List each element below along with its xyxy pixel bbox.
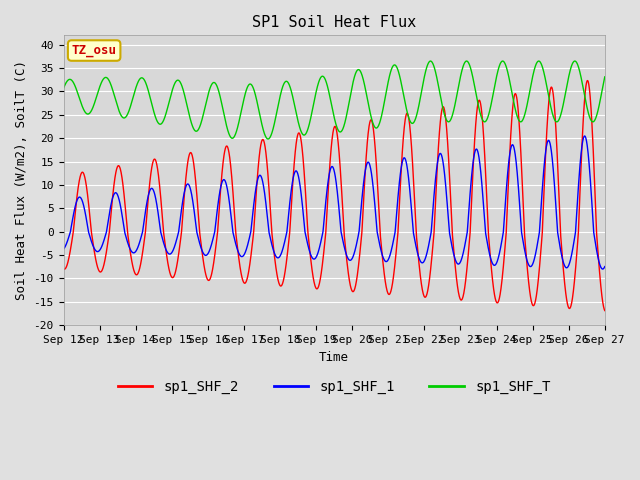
sp1_SHF_T [601,74,609,80]
sp1_SHF_T [60,85,67,91]
sp1_SHF_1 [268,239,275,244]
sp1_SHF_1 [591,233,598,239]
sp1_SHF_T [154,119,161,124]
sp1_SHF_2 [122,204,129,210]
sp1_SHF_2 [268,218,275,224]
sp1_SHF_1 [154,205,161,211]
sp1_SHF_1 [580,133,588,139]
sp1_SHF_2 [601,308,609,313]
sp1_SHF_2 [60,266,67,272]
Title: SP1 Soil Heat Flux: SP1 Soil Heat Flux [252,15,416,30]
sp1_SHF_T [264,136,272,142]
sp1_SHF_1 [532,250,540,255]
sp1_SHF_2 [154,165,161,170]
sp1_SHF_T [591,118,598,123]
Line: sp1_SHF_2: sp1_SHF_2 [63,81,605,311]
sp1_SHF_1 [60,246,67,252]
Line: sp1_SHF_1: sp1_SHF_1 [63,136,605,269]
sp1_SHF_2 [591,172,598,178]
Legend: sp1_SHF_2, sp1_SHF_1, sp1_SHF_T: sp1_SHF_2, sp1_SHF_1, sp1_SHF_T [112,374,556,399]
sp1_SHF_T [291,103,298,109]
Line: sp1_SHF_T: sp1_SHF_T [63,61,605,139]
sp1_SHF_T [532,61,540,67]
sp1_SHF_T [571,58,579,64]
X-axis label: Time: Time [319,350,349,363]
sp1_SHF_T [268,132,275,138]
sp1_SHF_T [122,115,129,120]
Text: TZ_osu: TZ_osu [72,44,116,57]
sp1_SHF_1 [122,231,129,237]
sp1_SHF_1 [599,266,607,272]
sp1_SHF_2 [584,78,591,84]
sp1_SHF_2 [291,157,298,163]
Y-axis label: Soil Heat Flux (W/m2), SoilT (C): Soil Heat Flux (W/m2), SoilT (C) [15,60,28,300]
sp1_SHF_2 [532,296,540,302]
sp1_SHF_1 [291,170,298,176]
sp1_SHF_1 [601,264,609,269]
